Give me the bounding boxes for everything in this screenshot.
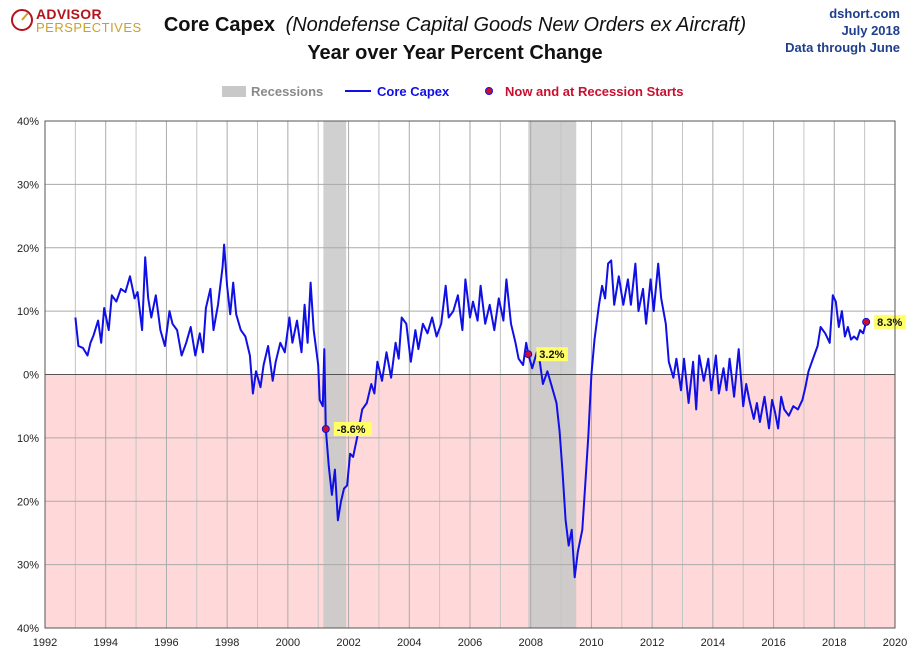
marker-label-bg	[536, 347, 568, 362]
marker-label: 8.3%	[877, 317, 902, 329]
y-tick-label: 10%	[17, 433, 39, 445]
y-tick-label: 20%	[17, 243, 39, 255]
x-tick-label: 1998	[215, 637, 239, 649]
y-tick-label: 30%	[17, 179, 39, 191]
legend-swatch-recessions	[222, 86, 246, 97]
logo-line2: PERSPECTIVES	[36, 20, 142, 35]
series-line-core-capex	[74, 243, 868, 579]
chart-subtitle: Year over Year Percent Change	[307, 42, 602, 64]
chart-title-main: Core Capex	[164, 14, 275, 36]
x-tick-label: 2016	[761, 637, 785, 649]
x-tick-label: 1996	[154, 637, 178, 649]
x-tick-label: 2004	[397, 637, 421, 649]
x-tick-label: 2010	[579, 637, 603, 649]
marker-point	[524, 350, 533, 359]
marker-label: 3.2%	[539, 349, 564, 361]
x-tick-label: 2008	[518, 637, 542, 649]
y-tick-label: 0%	[23, 370, 39, 382]
x-tick-label: 2006	[458, 637, 482, 649]
y-tick-label: 10%	[17, 306, 39, 318]
y-tick-label: 40%	[17, 116, 39, 128]
source-note: Data through June	[785, 40, 900, 55]
y-tick-label: 40%	[17, 623, 39, 635]
source-date: July 2018	[841, 23, 900, 38]
marker-label-bg	[333, 422, 372, 437]
marker-label: -8.6%	[337, 424, 366, 436]
source-site: dshort.com	[829, 6, 900, 21]
x-tick-label: 2002	[336, 637, 360, 649]
chart-title: Core Capex (Nondefense Capital Goods New…	[164, 14, 746, 36]
advisor-perspectives-logo: ADVISOR PERSPECTIVES	[11, 6, 142, 35]
x-tick-label: 2018	[822, 637, 846, 649]
y-tick-label: 20%	[17, 496, 39, 508]
x-tick-label: 2000	[276, 637, 300, 649]
logo-line1: ADVISOR	[36, 6, 102, 22]
chart-title-paren: (Nondefense Capital Goods New Orders ex …	[286, 14, 747, 36]
x-tick-label: 2020	[883, 637, 907, 649]
legend-label-markers: Now and at Recession Starts	[505, 84, 683, 99]
y-tick-label: 30%	[17, 560, 39, 572]
x-tick-label: 1992	[33, 637, 57, 649]
x-tick-label: 2014	[701, 637, 725, 649]
marker-point	[321, 425, 330, 434]
legend-label-recessions: Recessions	[251, 84, 323, 99]
plot-frame	[44, 120, 896, 629]
series-layer	[74, 243, 868, 579]
legend-swatch-markers	[485, 87, 493, 95]
x-tick-label: 2012	[640, 637, 664, 649]
legend-label-core-capex: Core Capex	[377, 84, 450, 99]
marker-point	[862, 317, 871, 326]
chart-legend: Recessions Core Capex Now and at Recessi…	[222, 84, 683, 99]
x-tick-label: 1994	[93, 637, 117, 649]
marker-layer: -8.6% 3.2% 8.3%	[321, 314, 906, 437]
marker-label-bg	[874, 314, 906, 329]
axis-labels: 1992 1994 1996 1998 2000 2002 2004 2006 2008 2010…	[17, 116, 907, 649]
